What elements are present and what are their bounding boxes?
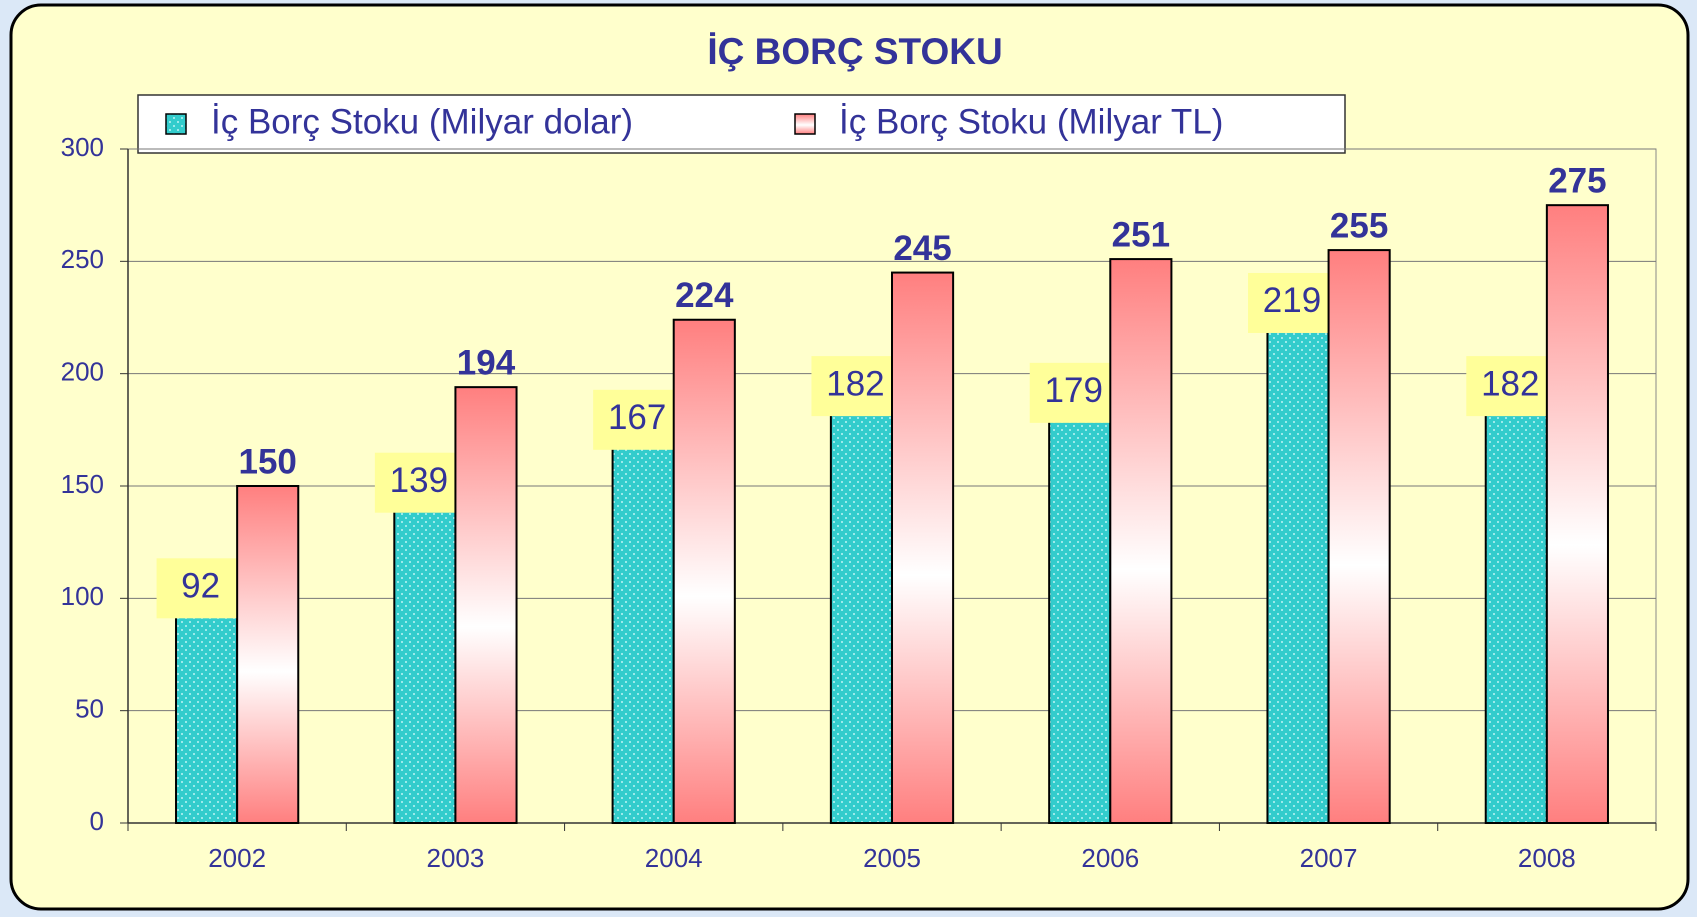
data-label: 194 (457, 343, 516, 382)
data-label-box (156, 558, 245, 619)
x-tick-label: 2007 (1300, 843, 1358, 873)
data-label: 150 (238, 442, 296, 481)
x-tick-label: 2005 (863, 843, 921, 873)
bar (1545, 204, 1609, 824)
data-label-box (1029, 362, 1118, 423)
y-tick-label: 150 (61, 469, 104, 499)
legend-label: İç Borç Stoku (Milyar dolar) (211, 102, 633, 141)
data-label: 92 (181, 567, 220, 606)
bar (454, 386, 518, 824)
y-tick-label: 50 (75, 694, 104, 724)
data-label-box (374, 452, 463, 513)
data-label-box (1466, 356, 1555, 417)
data-label: 275 (1548, 161, 1606, 200)
y-tick-label: 300 (61, 132, 104, 162)
bar (891, 271, 955, 825)
bar (1327, 249, 1391, 825)
bar (829, 413, 894, 824)
data-label-box (1248, 272, 1337, 333)
x-tick-label: 2004 (645, 843, 703, 873)
bar (236, 485, 300, 824)
chart-title: İÇ BORÇ STOKU (707, 31, 1002, 72)
data-label: 255 (1330, 206, 1388, 245)
bar (175, 615, 239, 824)
bar (672, 318, 736, 824)
legend (137, 94, 1346, 154)
x-tick-label: 2008 (1518, 843, 1576, 873)
data-label: 139 (390, 461, 448, 500)
y-tick-label: 0 (90, 806, 104, 836)
legend-label: İç Borç Stoku (Milyar TL) (839, 102, 1223, 141)
bar (1048, 419, 1112, 824)
legend-swatch (165, 113, 187, 135)
bar (1484, 413, 1548, 824)
data-label: 182 (1481, 364, 1539, 403)
data-label: 251 (1112, 215, 1170, 254)
data-label-box (811, 356, 900, 417)
y-tick-label: 100 (61, 581, 104, 611)
x-tick-label: 2002 (208, 843, 266, 873)
data-label: 224 (675, 276, 734, 315)
bar (1109, 258, 1173, 824)
data-label: 245 (893, 229, 951, 268)
x-tick-label: 2003 (427, 843, 485, 873)
data-label-box (593, 389, 682, 450)
data-label: 182 (826, 364, 884, 403)
bar (393, 509, 457, 824)
y-tick-label: 200 (61, 357, 104, 387)
bar (1266, 329, 1330, 824)
data-label: 179 (1045, 371, 1103, 410)
y-tick-label: 250 (61, 244, 104, 274)
data-label: 167 (608, 398, 666, 437)
bar (611, 446, 675, 824)
data-label: 219 (1263, 281, 1321, 320)
x-tick-label: 2006 (1081, 843, 1139, 873)
legend-swatch (794, 113, 816, 135)
